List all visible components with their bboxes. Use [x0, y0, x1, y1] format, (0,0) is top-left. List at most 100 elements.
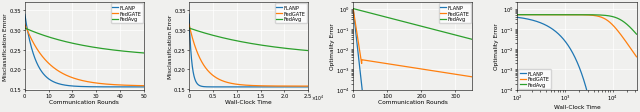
FLANP	[444, 109, 451, 111]
FLANP	[185, 14, 193, 16]
FedAvg	[78, 45, 86, 46]
FedAvg	[278, 48, 286, 49]
FedAvg	[77, 45, 85, 46]
Line: FLANP: FLANP	[353, 10, 472, 110]
FedGATE	[197, 60, 205, 62]
FLANP	[86, 86, 93, 88]
FLANP	[468, 109, 476, 111]
FLANP	[525, 20, 533, 21]
FLANP	[513, 17, 521, 19]
FLANP	[284, 86, 291, 88]
X-axis label: Wall-Clock Time: Wall-Clock Time	[554, 104, 600, 109]
FedGATE	[404, 67, 412, 68]
FedGATE	[138, 85, 145, 87]
FedGATE	[609, 25, 616, 26]
FedAvg	[443, 33, 451, 34]
Y-axis label: Misclassification Emror: Misclassification Emror	[3, 13, 8, 80]
FedGATE	[140, 85, 148, 87]
FedAvg	[513, 15, 521, 16]
FedAvg	[633, 34, 640, 36]
Line: FedAvg: FedAvg	[517, 16, 637, 35]
FedAvg	[465, 38, 473, 40]
Legend: FLANP, FedGATE, FedAvg: FLANP, FedGATE, FedAvg	[275, 4, 307, 24]
FLANP	[588, 109, 595, 111]
FedGATE	[513, 15, 521, 16]
FedGATE	[355, 48, 363, 49]
FedAvg	[280, 48, 288, 49]
FLANP	[237, 86, 245, 88]
FLANP	[278, 86, 286, 88]
FedAvg	[237, 42, 245, 43]
X-axis label: Communication Rounds: Communication Rounds	[378, 99, 448, 104]
FedAvg	[138, 53, 145, 54]
Line: FLANP: FLANP	[517, 18, 637, 110]
FLANP	[267, 86, 275, 88]
FLANP	[78, 86, 86, 87]
FLANP	[77, 86, 85, 87]
X-axis label: Wall-Clock Time: Wall-Clock Time	[225, 99, 272, 104]
FedGATE	[118, 85, 126, 86]
FedGATE	[566, 15, 573, 16]
FedGATE	[468, 76, 476, 78]
FedGATE	[92, 83, 100, 84]
FedAvg	[305, 51, 312, 52]
FedAvg	[118, 51, 126, 52]
FLANP	[404, 109, 412, 111]
FedAvg	[465, 38, 473, 40]
Line: FedGATE: FedGATE	[353, 10, 472, 77]
FedAvg	[525, 15, 533, 16]
FLANP	[465, 109, 473, 111]
Legend: FLANP, FedGATE, FedAvg: FLANP, FedGATE, FedAvg	[111, 4, 143, 24]
FLANP	[465, 109, 473, 111]
FedGATE	[465, 76, 473, 77]
FedAvg	[86, 46, 93, 48]
Legend: FLANP, FedGATE, FedAvg: FLANP, FedGATE, FedAvg	[518, 70, 550, 89]
Line: FedGATE: FedGATE	[517, 16, 637, 57]
FedAvg	[607, 16, 614, 18]
Line: FedAvg: FedAvg	[189, 29, 308, 51]
Line: FLANP: FLANP	[25, 15, 144, 87]
FLANP	[140, 86, 148, 88]
FedGATE	[77, 80, 85, 81]
FedAvg	[566, 15, 573, 16]
FedGATE	[465, 76, 473, 77]
FedGATE	[443, 73, 451, 74]
FedAvg	[267, 46, 275, 48]
FLANP	[407, 109, 415, 111]
FedAvg	[595, 15, 603, 16]
FLANP	[21, 15, 29, 16]
FLANP	[118, 86, 126, 88]
FedGATE	[525, 15, 533, 16]
FLANP	[305, 86, 312, 88]
FedAvg	[21, 28, 29, 29]
FLANP	[92, 86, 100, 88]
FLANP	[566, 48, 573, 49]
FedGATE	[234, 84, 241, 85]
Text: $\times10^4$: $\times10^4$	[310, 93, 324, 102]
FedGATE	[349, 9, 357, 10]
Line: FedAvg: FedAvg	[353, 10, 472, 40]
FedGATE	[86, 82, 93, 83]
Line: FedGATE: FedGATE	[189, 25, 308, 86]
FedGATE	[185, 24, 193, 26]
Y-axis label: Optimality Error: Optimality Error	[494, 24, 499, 70]
FedAvg	[197, 32, 205, 33]
Line: FedAvg: FedAvg	[25, 29, 144, 54]
FedAvg	[468, 39, 476, 41]
FLANP	[138, 86, 145, 88]
FedGATE	[595, 17, 603, 18]
FedAvg	[140, 53, 148, 54]
FedGATE	[237, 84, 245, 86]
FLANP	[280, 86, 288, 88]
FLANP	[197, 86, 205, 87]
FedAvg	[185, 28, 193, 29]
FLANP	[607, 109, 614, 111]
Line: FLANP: FLANP	[189, 15, 308, 87]
FedGATE	[305, 86, 312, 87]
FedGATE	[78, 80, 86, 81]
FLANP	[562, 42, 570, 43]
FLANP	[234, 86, 241, 88]
FedAvg	[609, 17, 616, 18]
Y-axis label: Misclassification Error: Misclassification Error	[168, 15, 173, 78]
FedGATE	[278, 86, 286, 87]
